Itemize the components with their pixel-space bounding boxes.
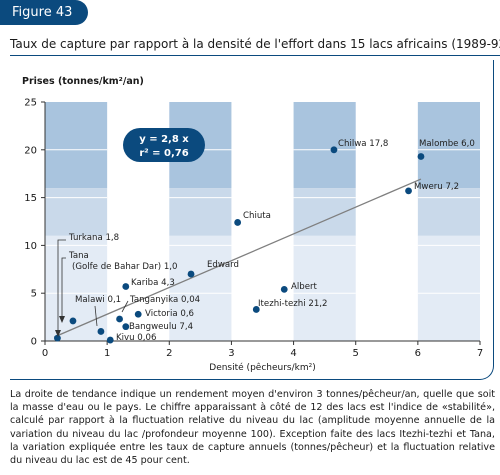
y-tick-label-20: 20 — [24, 145, 37, 156]
x-tick-label-3: 3 — [228, 348, 234, 359]
point-label-4: Kariba 4,3 — [131, 278, 175, 288]
axes: 0 5 10 15 20 25 0 1 2 3 4 5 6 7 Prises (tonnes/km²/an)… — [22, 76, 483, 373]
point-label-1-line2: (Golfe de Bahar Dar) 1,0 — [72, 262, 177, 272]
x-tick-label-7: 7 — [477, 348, 483, 359]
point-12 — [330, 146, 338, 154]
x-tick-label-6: 6 — [415, 348, 421, 359]
trend-line-group — [54, 178, 422, 338]
leader-5 — [121, 300, 129, 313]
point-13 — [405, 187, 412, 195]
chart-footnote: La droite de tendance indique un rendeme… — [10, 389, 495, 467]
arrowhead-1 — [59, 316, 65, 323]
band-6-16 — [417, 102, 480, 189]
y-tick-label-15: 15 — [24, 193, 37, 204]
point-14 — [417, 153, 425, 160]
point-8 — [187, 270, 195, 278]
callout-box — [123, 128, 205, 162]
band-0-16 — [45, 102, 108, 189]
point-10 — [252, 306, 260, 313]
point-2 — [97, 328, 105, 335]
point-7 — [122, 323, 130, 331]
point-9 — [234, 219, 242, 226]
chart-title: Taux de capture par rapport à la densité… — [10, 37, 500, 51]
title-divider — [10, 55, 500, 56]
point-label-13: Mweru 7,2 — [414, 182, 459, 192]
band-0-11 — [45, 188, 108, 236]
scatter-chart: 0 5 10 15 20 25 0 1 2 3 4 5 6 7 Prises (tonnes/km²/an)… — [22, 76, 483, 373]
trend-r2: r² = 0,76 — [139, 148, 188, 159]
point-1 — [69, 317, 77, 325]
y-tick-label-0: 0 — [31, 337, 37, 348]
trend-line — [54, 178, 422, 338]
point-label-0: Turkana 1,8 — [68, 233, 119, 243]
y-axis-label: Prises (tonnes/km²/an) — [22, 76, 144, 87]
point-label-2: Malawi 0,1 — [75, 295, 121, 305]
point-6 — [134, 310, 142, 318]
band-6-11 — [417, 188, 480, 236]
band-4-11 — [293, 188, 356, 236]
equation-callout: y = 2,8 x r² = 0,76 — [123, 128, 205, 162]
point-label-14: Malombe 6,0 — [419, 139, 475, 149]
band-2-0 — [169, 235, 232, 341]
data-points — [54, 146, 425, 344]
point-label-10: Itezhi-tezhi 21,2 — [258, 299, 328, 309]
y-tick-label-10: 10 — [24, 241, 37, 252]
x-tick-label-2: 2 — [166, 348, 172, 359]
point-label-1: Tana — [68, 251, 89, 261]
x-tick-label-1: 1 — [104, 348, 110, 359]
band-2-11 — [169, 188, 232, 236]
point-labels: Turkana 1,8 Tana(Golfe de Bahar Dar) 1,0 M… — [55, 139, 475, 343]
point-label-9: Chiuta — [243, 211, 271, 221]
point-11 — [280, 285, 288, 293]
point-label-12: Chilwa 17,8 — [338, 139, 388, 149]
y-tick-label-5: 5 — [31, 289, 37, 300]
leader-1 — [61, 257, 66, 320]
point-label-5: Tanganyika 0,04 — [129, 295, 200, 305]
band-6-0 — [417, 235, 480, 341]
x-tick-label-0: 0 — [42, 348, 48, 359]
point-label-11: Albert — [291, 282, 318, 292]
y-tick-label-25: 25 — [24, 98, 37, 109]
point-0 — [54, 334, 61, 342]
point-label-6: Victoria 0,6 — [145, 309, 194, 319]
arrowhead-0 — [55, 330, 61, 337]
point-4 — [122, 283, 130, 290]
point-5 — [116, 315, 123, 323]
leader-2 — [94, 305, 98, 327]
x-tick-label-5: 5 — [353, 348, 359, 359]
trend-equation: y = 2,8 x — [139, 134, 189, 145]
leader-0 — [57, 239, 66, 334]
chart-frame — [10, 60, 494, 380]
point-3 — [106, 336, 114, 344]
point-label-8: Edward — [207, 260, 239, 270]
point-label-7: Bangweulu 7,4 — [129, 322, 193, 332]
point-label-3: Kivu 0,06 — [116, 333, 156, 343]
band-4-0 — [293, 235, 356, 341]
x-axis-label: Densité (pêcheurs/km²) — [209, 362, 315, 373]
band-4-16 — [293, 102, 356, 189]
x-tick-label-4: 4 — [290, 348, 296, 359]
figure-label: Figure 43 — [0, 0, 88, 25]
background-bands — [45, 102, 480, 341]
